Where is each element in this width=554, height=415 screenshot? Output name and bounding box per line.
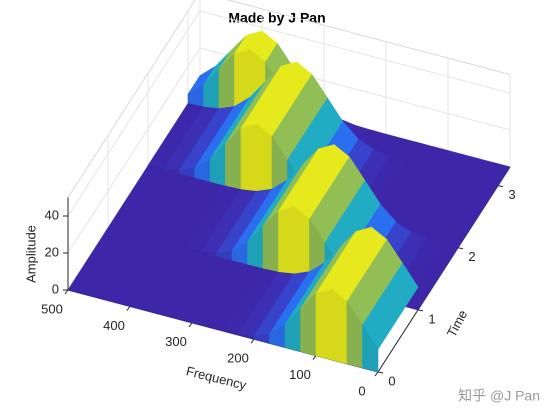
x-tick (250, 338, 255, 344)
surface-front (315, 289, 332, 361)
surface-front (240, 123, 257, 195)
y-tick (417, 309, 424, 312)
chart-title: Made by J Pan (228, 10, 325, 26)
y-tick-label: 1 (428, 311, 435, 326)
y-tick (457, 247, 464, 250)
x-tick-label: 200 (227, 351, 249, 366)
y-tick (497, 185, 504, 188)
box-edge (67, 0, 196, 198)
surface-front (362, 324, 379, 373)
x-tick-label: 500 (41, 301, 63, 316)
surface-front (160, 314, 177, 319)
x-tick-label: 300 (165, 334, 187, 349)
z-grid-line (199, 10, 511, 94)
surface-front (129, 306, 146, 311)
z-tick-label: 20 (45, 244, 59, 259)
watermark: 知乎 @J Pan (458, 388, 540, 404)
surface-front (293, 206, 310, 282)
surface-front (114, 302, 131, 307)
surface (67, 30, 511, 373)
surface-front (331, 288, 348, 365)
surface-front (145, 310, 162, 315)
y-tick-label: 2 (468, 249, 475, 264)
z-tick-label: 40 (45, 207, 59, 222)
y-axis-label: Time (444, 307, 471, 339)
surface-front (67, 289, 84, 295)
box-edge (226, 0, 511, 75)
y-tick (377, 371, 384, 374)
surface-front (256, 123, 273, 199)
x-axis-label: Frequency (185, 363, 249, 393)
z-tick-label: 0 (52, 281, 59, 296)
surface-front (176, 318, 193, 324)
x-tick-label: 400 (103, 318, 125, 333)
y-tick-label: 0 (388, 373, 395, 388)
x-tick-label: 100 (289, 367, 311, 382)
y-tick-label: 3 (508, 187, 515, 202)
surface-front (191, 322, 208, 328)
surface-front (83, 293, 100, 299)
x-tick (64, 289, 69, 295)
z-grid-line (67, 47, 201, 254)
x-tick (374, 371, 379, 377)
x-tick (188, 322, 193, 328)
x-tick-label: 0 (358, 383, 365, 398)
x-tick (312, 355, 317, 360)
z-grid-line (67, 10, 201, 217)
x-tick (126, 306, 131, 311)
z-axis-label: Amplitude (23, 225, 38, 283)
surface-front (98, 297, 115, 303)
surface-front (278, 206, 295, 278)
